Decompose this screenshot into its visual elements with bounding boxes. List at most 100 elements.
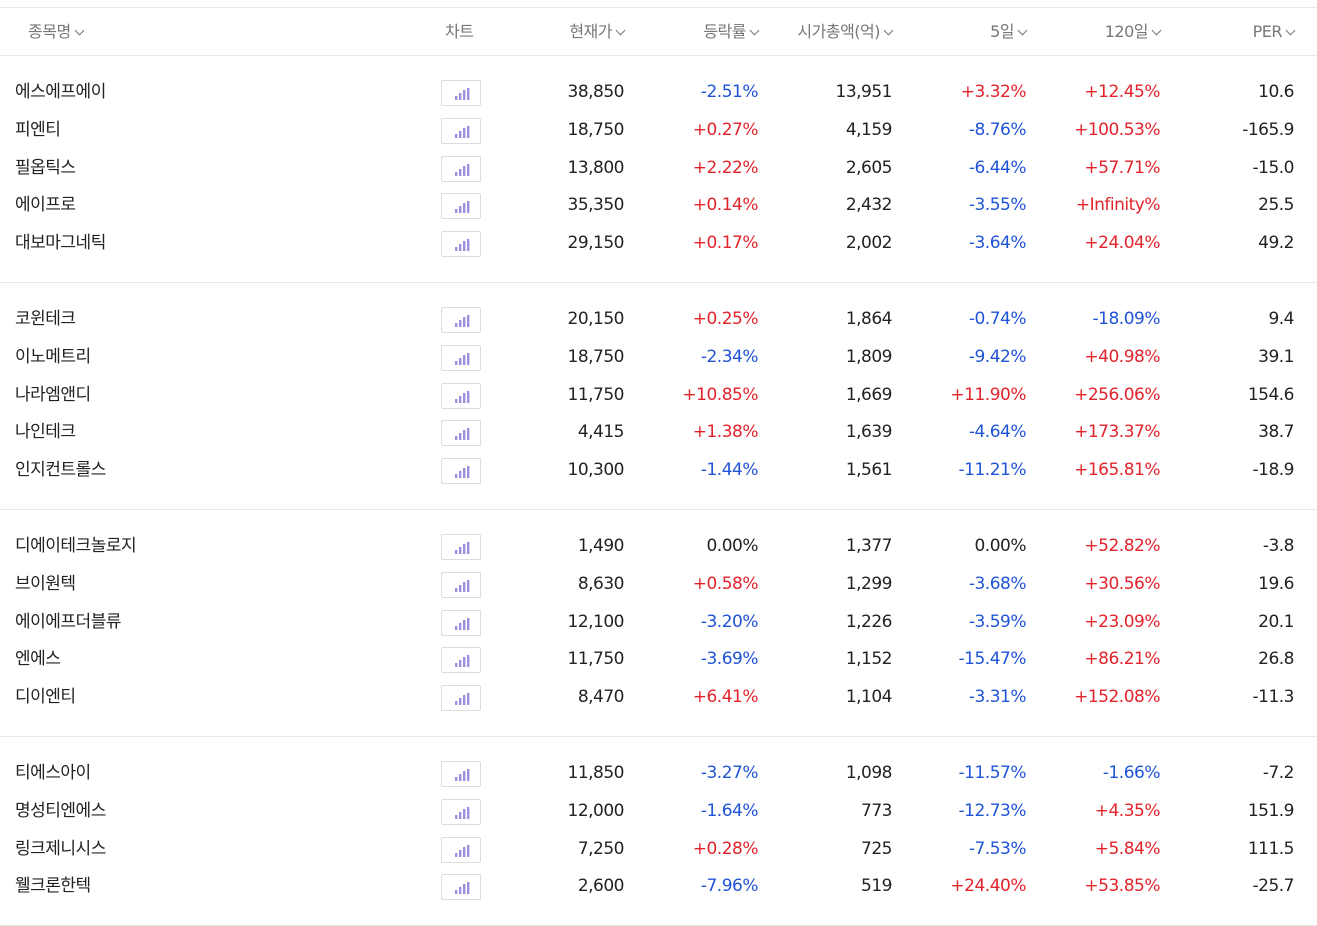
chevron-down-icon [615,25,626,36]
stock-name-link[interactable]: 코윈테크 [15,308,76,329]
header-cap-sort[interactable]: 시가총액(억) [797,8,894,56]
cell-d5: -12.73% [958,800,1027,821]
stock-name-link[interactable]: 에스에프에이 [15,82,106,102]
cell-per: -3.8 [1262,535,1295,556]
chart-button[interactable] [441,382,481,409]
header-name-label: 종목명 [28,22,71,41]
cell-per: 111.5 [1247,838,1295,859]
chart-button[interactable] [441,836,481,863]
bar-chart-icon [455,125,470,138]
stock-name-link[interactable]: 이노메트리 [15,346,91,367]
stock-name-link[interactable]: 나인테크 [15,422,76,443]
cell-cap: 519 [861,876,892,897]
cell-d120: +53.85% [1084,876,1160,897]
stock-name-link[interactable]: 대보마그네틱 [15,233,106,254]
header-rate-sort[interactable]: 등락률 [703,8,760,56]
cell-cap: 773 [861,800,892,821]
chevron-down-icon [883,25,894,36]
cell-cap: 2,002 [845,233,893,254]
chart-button[interactable] [441,155,481,182]
cell-rate: -3.27% [700,762,759,783]
table-row: 링크제니시스 7,250 +0.28% 725 -7.53% +5.84% 111.5 [0,831,1317,869]
chart-button[interactable] [441,798,481,825]
bar-chart-icon [455,88,470,100]
bar-chart-icon [455,617,470,630]
header-price-sort[interactable]: 현재가 [569,8,626,56]
cell-per: 154.6 [1247,384,1295,405]
cell-price: 7,250 [577,838,625,859]
stock-name-link[interactable]: 에이에프더블류 [15,611,121,632]
bar-chart-icon [455,806,470,819]
cell-per: 20.1 [1258,611,1294,632]
stock-name-link[interactable]: 디이엔티 [15,687,76,708]
chart-button[interactable] [441,533,481,560]
chart-button[interactable] [441,117,481,144]
table-row: 브이원텍 8,630 +0.58% 1,299 -3.68% +30.56% 19.6 [0,566,1317,604]
chart-button[interactable] [441,874,481,901]
stock-group: 티에스아이 11,850 -3.27% 1,098 -11.57% -1.66% -7.2 명… [0,737,1317,926]
chart-button[interactable] [441,571,481,598]
cell-cap: 1,152 [845,649,893,670]
header-chart: 차트 [445,8,474,56]
cell-d120: +Infinity% [1075,195,1161,216]
stock-name-link[interactable]: 브이원텍 [15,573,76,594]
cell-d5: -3.59% [968,611,1027,632]
table-row: 엔에스 11,750 -3.69% 1,152 -15.47% +86.21% 26.8 [0,641,1317,679]
cell-d120: +12.45% [1084,82,1160,102]
stock-name-link[interactable]: 필옵틱스 [15,157,76,178]
stock-name-link[interactable]: 에이프로 [15,195,76,216]
cell-price: 29,150 [567,233,625,254]
stock-name-link[interactable]: 명성티엔에스 [15,800,106,821]
cell-per: 9.4 [1268,308,1294,329]
chart-button[interactable] [441,685,481,712]
cell-rate: -7.96% [700,876,759,897]
bar-chart-icon [455,844,470,857]
header-name-sort[interactable]: 종목명 [28,8,85,56]
cell-d5: -0.74% [968,308,1027,329]
chart-button[interactable] [441,231,481,258]
stock-group: 에스에프에이 38,850 -2.51% 13,951 +3.32% +12.45% 10.… [0,56,1317,283]
header-d5-sort[interactable]: 5일 [990,8,1028,56]
cell-rate: -3.20% [700,611,759,632]
cell-d5: 0.00% [974,535,1026,556]
cell-price: 4,415 [577,422,625,443]
cell-d120: +4.35% [1094,800,1161,821]
cell-rate: +0.25% [692,308,759,329]
chart-button[interactable] [441,193,481,220]
table-row: 티에스아이 11,850 -3.27% 1,098 -11.57% -1.66% -7.2 [0,755,1317,793]
table-row: 나인테크 4,415 +1.38% 1,639 -4.64% +173.37% 38.7 [0,414,1317,452]
cell-d5: -15.47% [958,649,1027,670]
bar-chart-icon [455,428,470,441]
cell-cap: 2,432 [845,195,893,216]
cell-cap: 13,951 [835,82,893,102]
stock-name-link[interactable]: 인지컨트롤스 [15,460,106,481]
chart-button[interactable] [441,420,481,447]
stock-name-link[interactable]: 디에이테크놀로지 [15,535,137,556]
cell-d5: -11.57% [958,762,1027,783]
cell-rate: -1.44% [700,460,759,481]
header-per-sort[interactable]: PER [1253,8,1296,56]
stock-name-link[interactable]: 링크제니시스 [15,838,106,859]
chevron-down-icon [1017,25,1028,36]
cell-price: 11,750 [567,384,625,405]
cell-d5: -11.21% [958,460,1027,481]
cell-per: -18.9 [1252,460,1295,481]
stock-name-link[interactable]: 피엔티 [15,119,61,140]
chart-button[interactable] [441,344,481,371]
stock-name-link[interactable]: 웰크론한텍 [15,876,91,897]
cell-price: 2,600 [577,876,625,897]
chart-button[interactable] [441,458,481,485]
chart-button[interactable] [441,306,481,333]
chart-button[interactable] [441,647,481,674]
stock-group: 코윈테크 20,150 +0.25% 1,864 -0.74% -18.09% 9.4 이노메… [0,283,1317,510]
cell-rate: +0.27% [692,119,759,140]
stock-name-link[interactable]: 티에스아이 [15,762,91,783]
stock-name-link[interactable]: 나라엠앤디 [15,384,91,405]
stock-name-link[interactable]: 엔에스 [15,649,61,670]
cell-rate: +10.85% [682,384,758,405]
cell-cap: 2,605 [845,157,893,178]
chart-button[interactable] [441,609,481,636]
chart-button[interactable] [441,80,481,106]
header-d120-sort[interactable]: 120일 [1105,8,1162,56]
chart-button[interactable] [441,760,481,787]
